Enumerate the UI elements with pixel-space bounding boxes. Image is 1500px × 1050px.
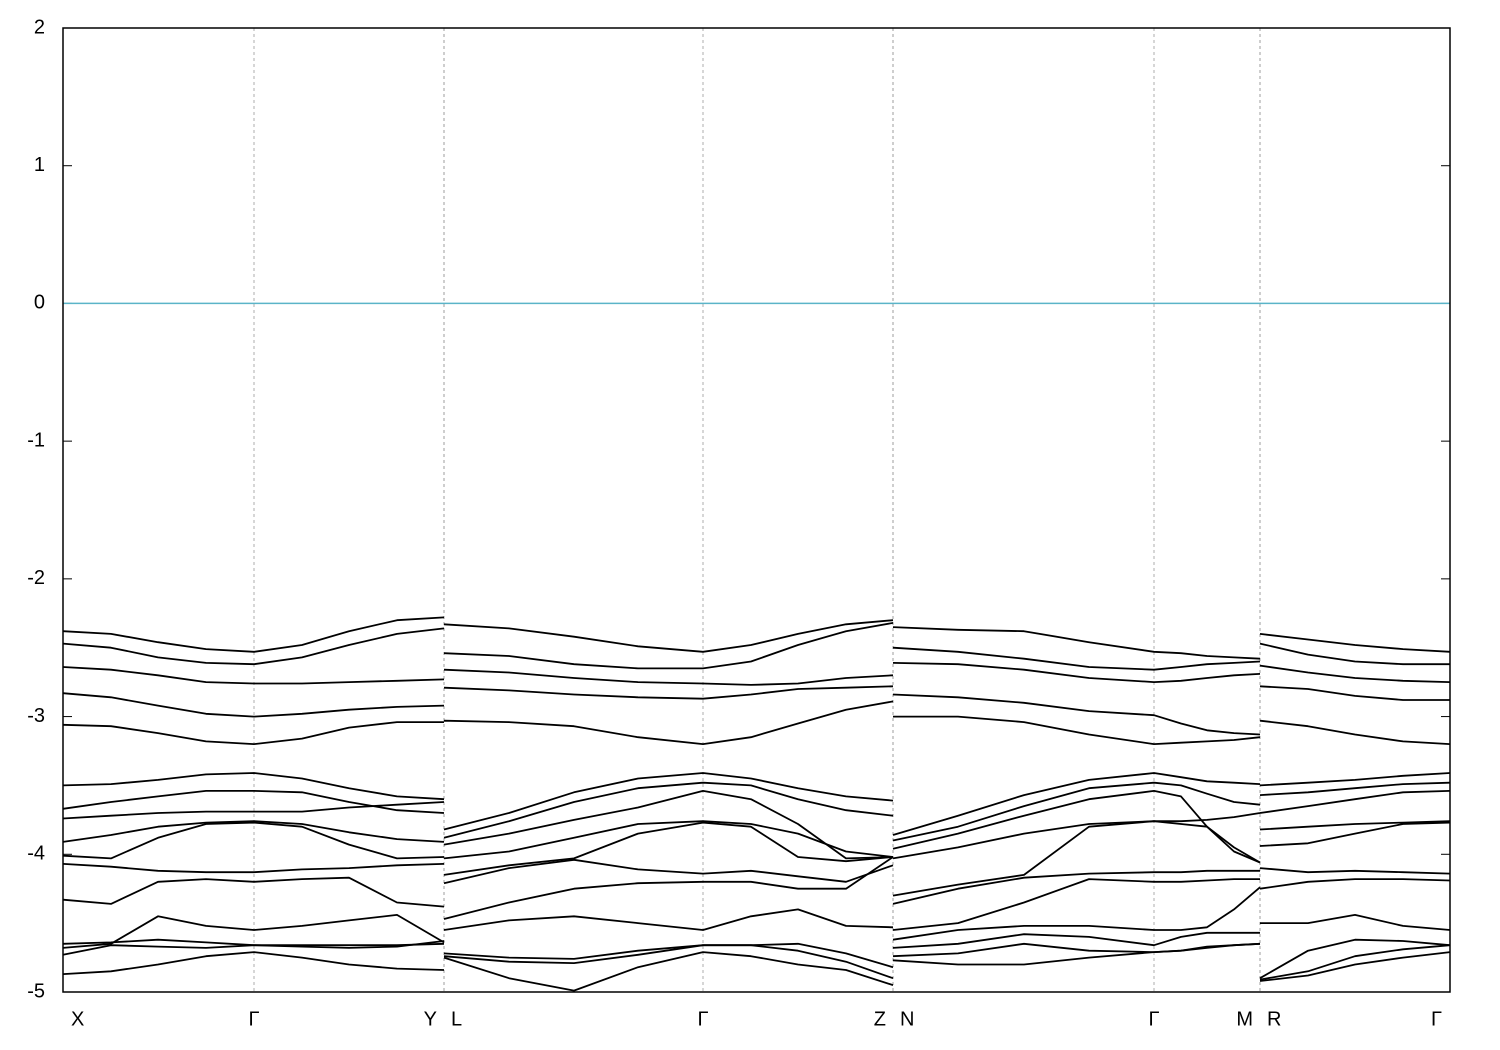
x-tick-label: Γ <box>1148 1008 1159 1030</box>
x-tick-label: M <box>1236 1008 1253 1030</box>
x-tick-label: Z <box>874 1008 886 1030</box>
plot-frame <box>62 27 1451 993</box>
y-tick-label: -2 <box>27 567 45 589</box>
band-line <box>62 772 1451 836</box>
x-tick-label: Y <box>424 1008 437 1030</box>
band-line <box>62 942 1451 992</box>
y-tick-label: -4 <box>27 843 45 865</box>
y-tick-label: -1 <box>27 429 45 451</box>
x-tick-label: L <box>451 1008 462 1030</box>
band-line <box>62 685 1450 736</box>
x-tick-label: R <box>1267 1008 1281 1030</box>
x-tick-label: Γ <box>697 1008 708 1030</box>
y-tick-label: -3 <box>27 705 45 727</box>
band-line <box>62 820 1451 897</box>
band-line <box>62 940 1451 981</box>
band-line <box>62 781 1451 842</box>
y-tick-label: 2 <box>34 16 45 38</box>
x-tick-label: Γ <box>1431 1008 1442 1030</box>
y-tick-label: 1 <box>34 154 45 176</box>
y-tick-label: 0 <box>34 292 45 314</box>
band-line <box>62 700 1451 745</box>
band-line <box>62 812 1451 860</box>
band-line <box>62 886 1451 949</box>
band-line <box>62 790 1451 864</box>
band-line <box>62 856 1451 931</box>
x-tick-label: X <box>71 1008 84 1030</box>
band-line <box>62 662 1451 686</box>
band-line <box>62 931 1451 979</box>
band-line <box>62 622 1450 671</box>
band-line <box>62 616 1451 660</box>
x-tick-label: Γ <box>248 1008 259 1030</box>
y-tick-label: -5 <box>27 980 45 1002</box>
x-tick-label: N <box>900 1008 914 1030</box>
band-line <box>62 858 1451 905</box>
